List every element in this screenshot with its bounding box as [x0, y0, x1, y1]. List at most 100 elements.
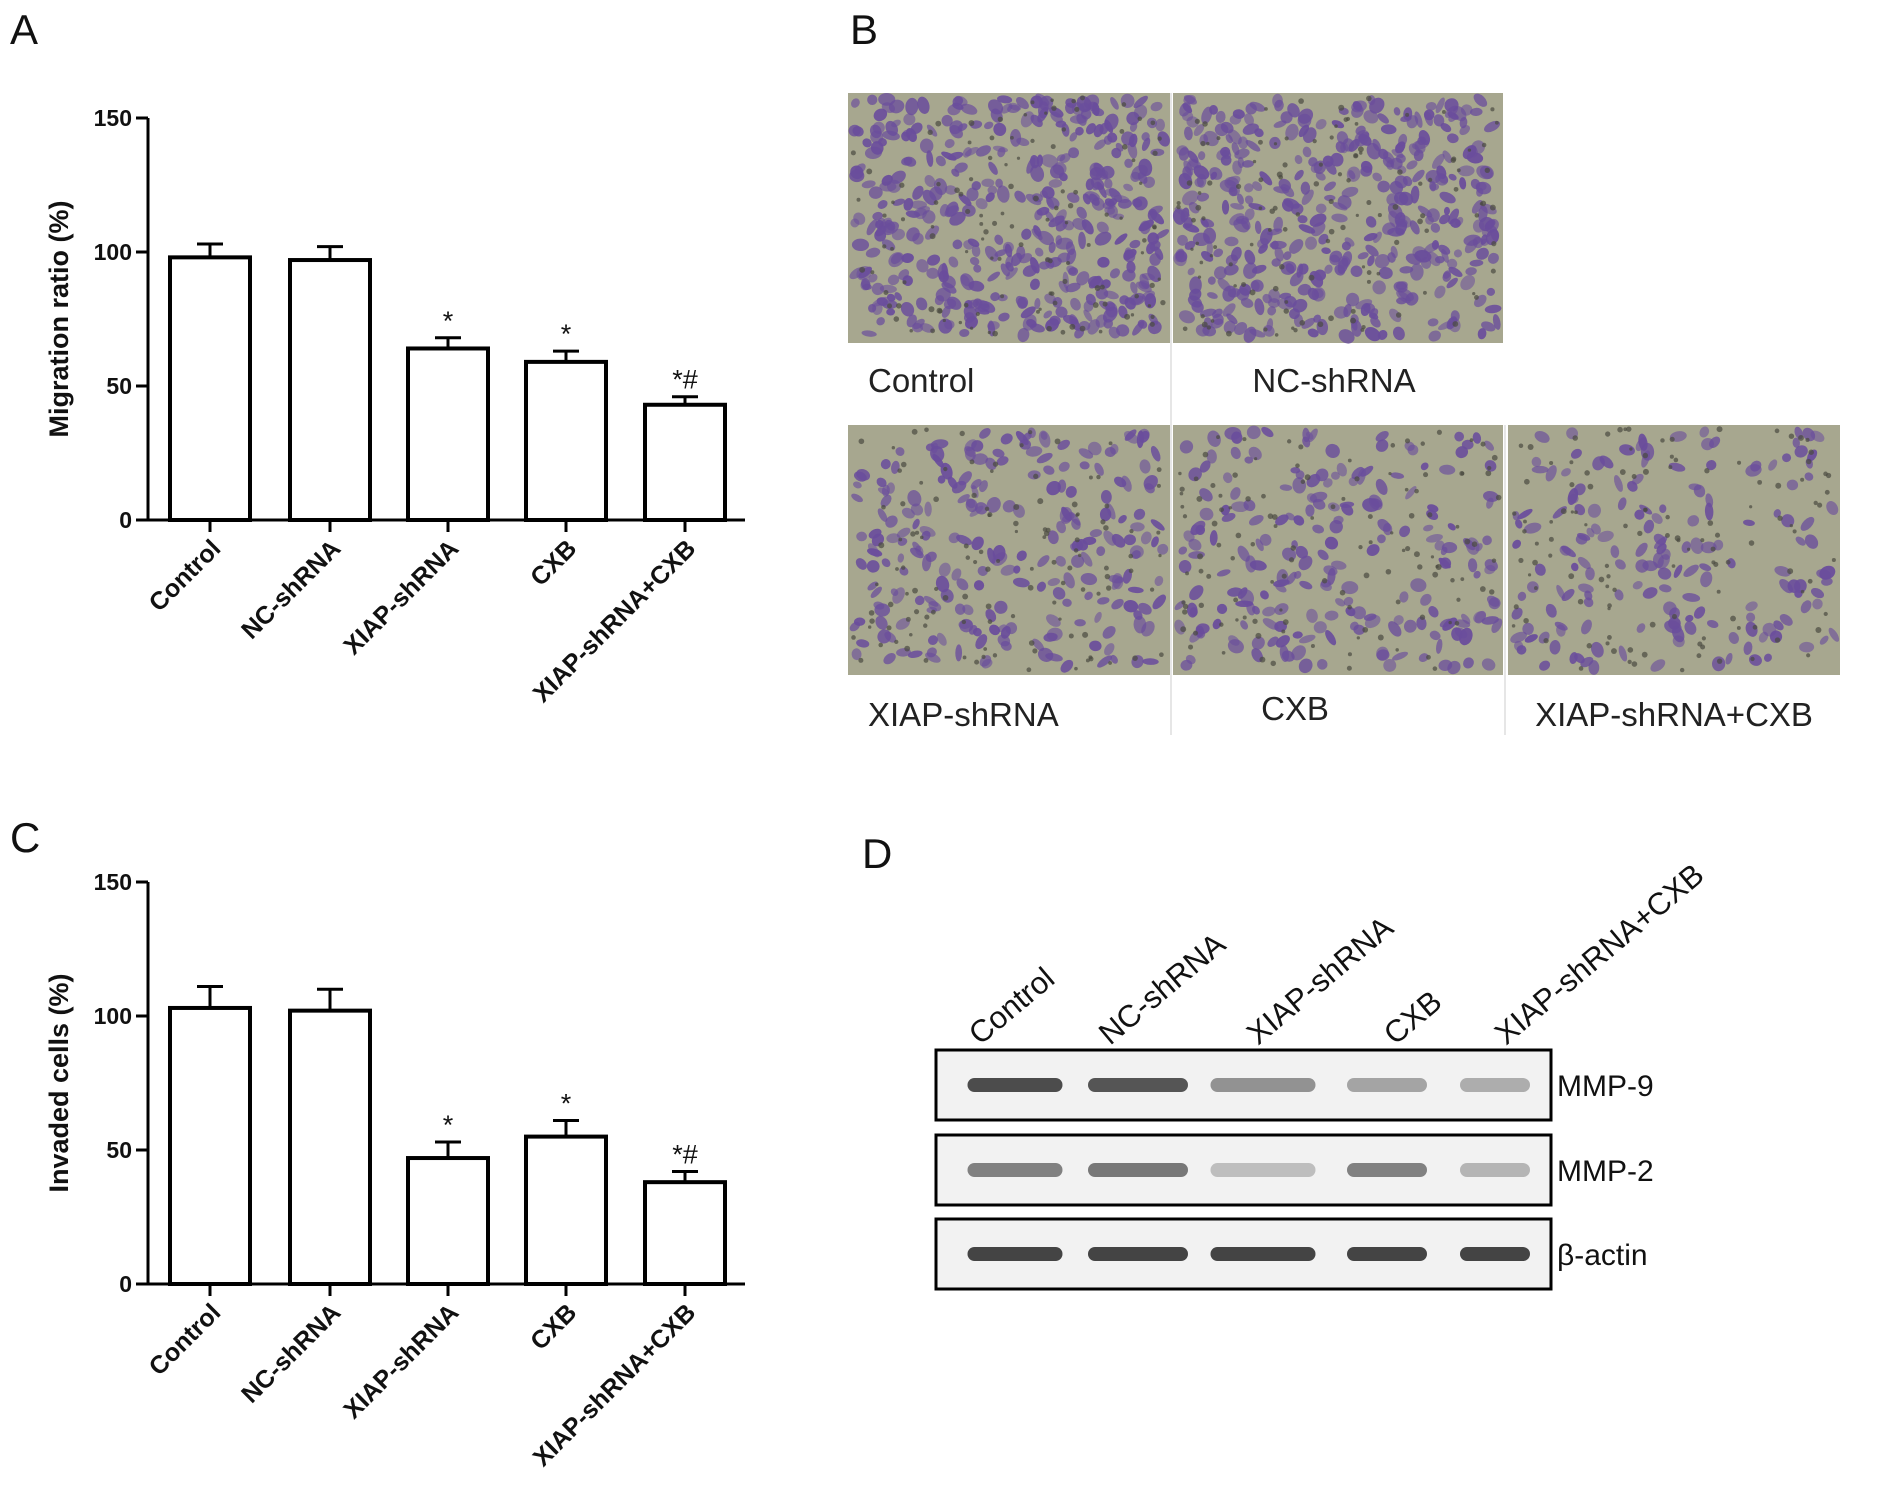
cell [1223, 472, 1233, 484]
pore [1000, 211, 1005, 216]
cell [1063, 572, 1075, 589]
cell [1773, 509, 1781, 518]
cell [1459, 177, 1467, 190]
pore [1430, 555, 1435, 559]
cell [1289, 238, 1304, 254]
cell [1087, 276, 1104, 289]
cell [1076, 113, 1087, 126]
cell [1274, 247, 1284, 262]
pore [1568, 573, 1575, 580]
pore [1543, 637, 1549, 644]
pore [992, 330, 998, 337]
pore [900, 565, 906, 570]
cell [1035, 93, 1050, 106]
cell [1599, 455, 1614, 469]
cell [1377, 113, 1389, 124]
cell [1476, 247, 1489, 260]
pore [1789, 523, 1793, 528]
cell [1768, 459, 1778, 471]
pore [868, 625, 872, 629]
cell [1786, 479, 1799, 491]
cell [1246, 425, 1261, 440]
pore [919, 480, 924, 485]
panel-label-a: A [10, 6, 38, 53]
pore [1139, 181, 1143, 185]
pore [1339, 589, 1346, 596]
cell [1109, 268, 1120, 279]
cell [1187, 150, 1199, 164]
pore [1156, 467, 1162, 473]
pore [1350, 317, 1356, 324]
pore [1300, 479, 1306, 485]
pore [1036, 309, 1040, 314]
bar [524, 359, 608, 522]
pore [942, 594, 949, 601]
cell [1584, 590, 1593, 601]
cell [910, 503, 924, 516]
cell [1337, 257, 1349, 274]
cell [1448, 208, 1460, 225]
pore [1464, 538, 1471, 545]
blot-band [1347, 1247, 1427, 1261]
cell [1306, 493, 1318, 504]
cell [1591, 641, 1604, 658]
cell [1107, 132, 1118, 143]
cell [1459, 116, 1468, 129]
cell [1325, 630, 1337, 646]
significance-marker: * [561, 1089, 572, 1119]
cell [1123, 534, 1136, 546]
cell [937, 475, 946, 484]
cell [1511, 607, 1523, 620]
pore [913, 609, 920, 615]
cell [905, 97, 919, 116]
cell [948, 256, 959, 268]
pore [1121, 102, 1127, 107]
pore [1701, 636, 1706, 641]
pore [1454, 620, 1460, 626]
cell [1465, 267, 1477, 276]
pore [1642, 452, 1649, 459]
pore [975, 311, 980, 317]
bar [524, 1134, 608, 1286]
cell [1635, 437, 1647, 452]
cell [986, 497, 1001, 513]
cell [937, 263, 948, 280]
pore [1156, 483, 1161, 488]
pore [901, 461, 907, 468]
cell [1423, 109, 1435, 121]
cell [1244, 113, 1254, 126]
pore [1495, 494, 1502, 501]
cell [1399, 266, 1414, 274]
pore [1082, 631, 1089, 638]
cell [1183, 95, 1197, 105]
pore [856, 197, 861, 202]
cell [1099, 122, 1109, 135]
pore [1202, 451, 1209, 458]
cell [1374, 254, 1390, 269]
pore [910, 531, 916, 537]
pore [1064, 220, 1069, 225]
cell [985, 192, 995, 203]
pore [1179, 486, 1185, 492]
pore [1273, 142, 1278, 146]
cell [914, 595, 925, 606]
cell [1363, 613, 1377, 621]
cell [1434, 540, 1445, 551]
cell [1183, 530, 1195, 542]
cell [1213, 248, 1224, 258]
cell [1435, 97, 1445, 114]
cell [1215, 110, 1226, 124]
cell [1366, 142, 1381, 160]
pore [1353, 153, 1359, 159]
cell [979, 428, 991, 439]
cell [1366, 544, 1380, 556]
cell [1323, 478, 1333, 488]
pore [1817, 502, 1823, 508]
cell [1025, 446, 1043, 457]
cell [1083, 309, 1093, 322]
cell [1363, 233, 1378, 242]
cell [1033, 225, 1042, 237]
cell [1138, 280, 1150, 290]
cell [1409, 220, 1420, 235]
pore [1527, 573, 1532, 577]
